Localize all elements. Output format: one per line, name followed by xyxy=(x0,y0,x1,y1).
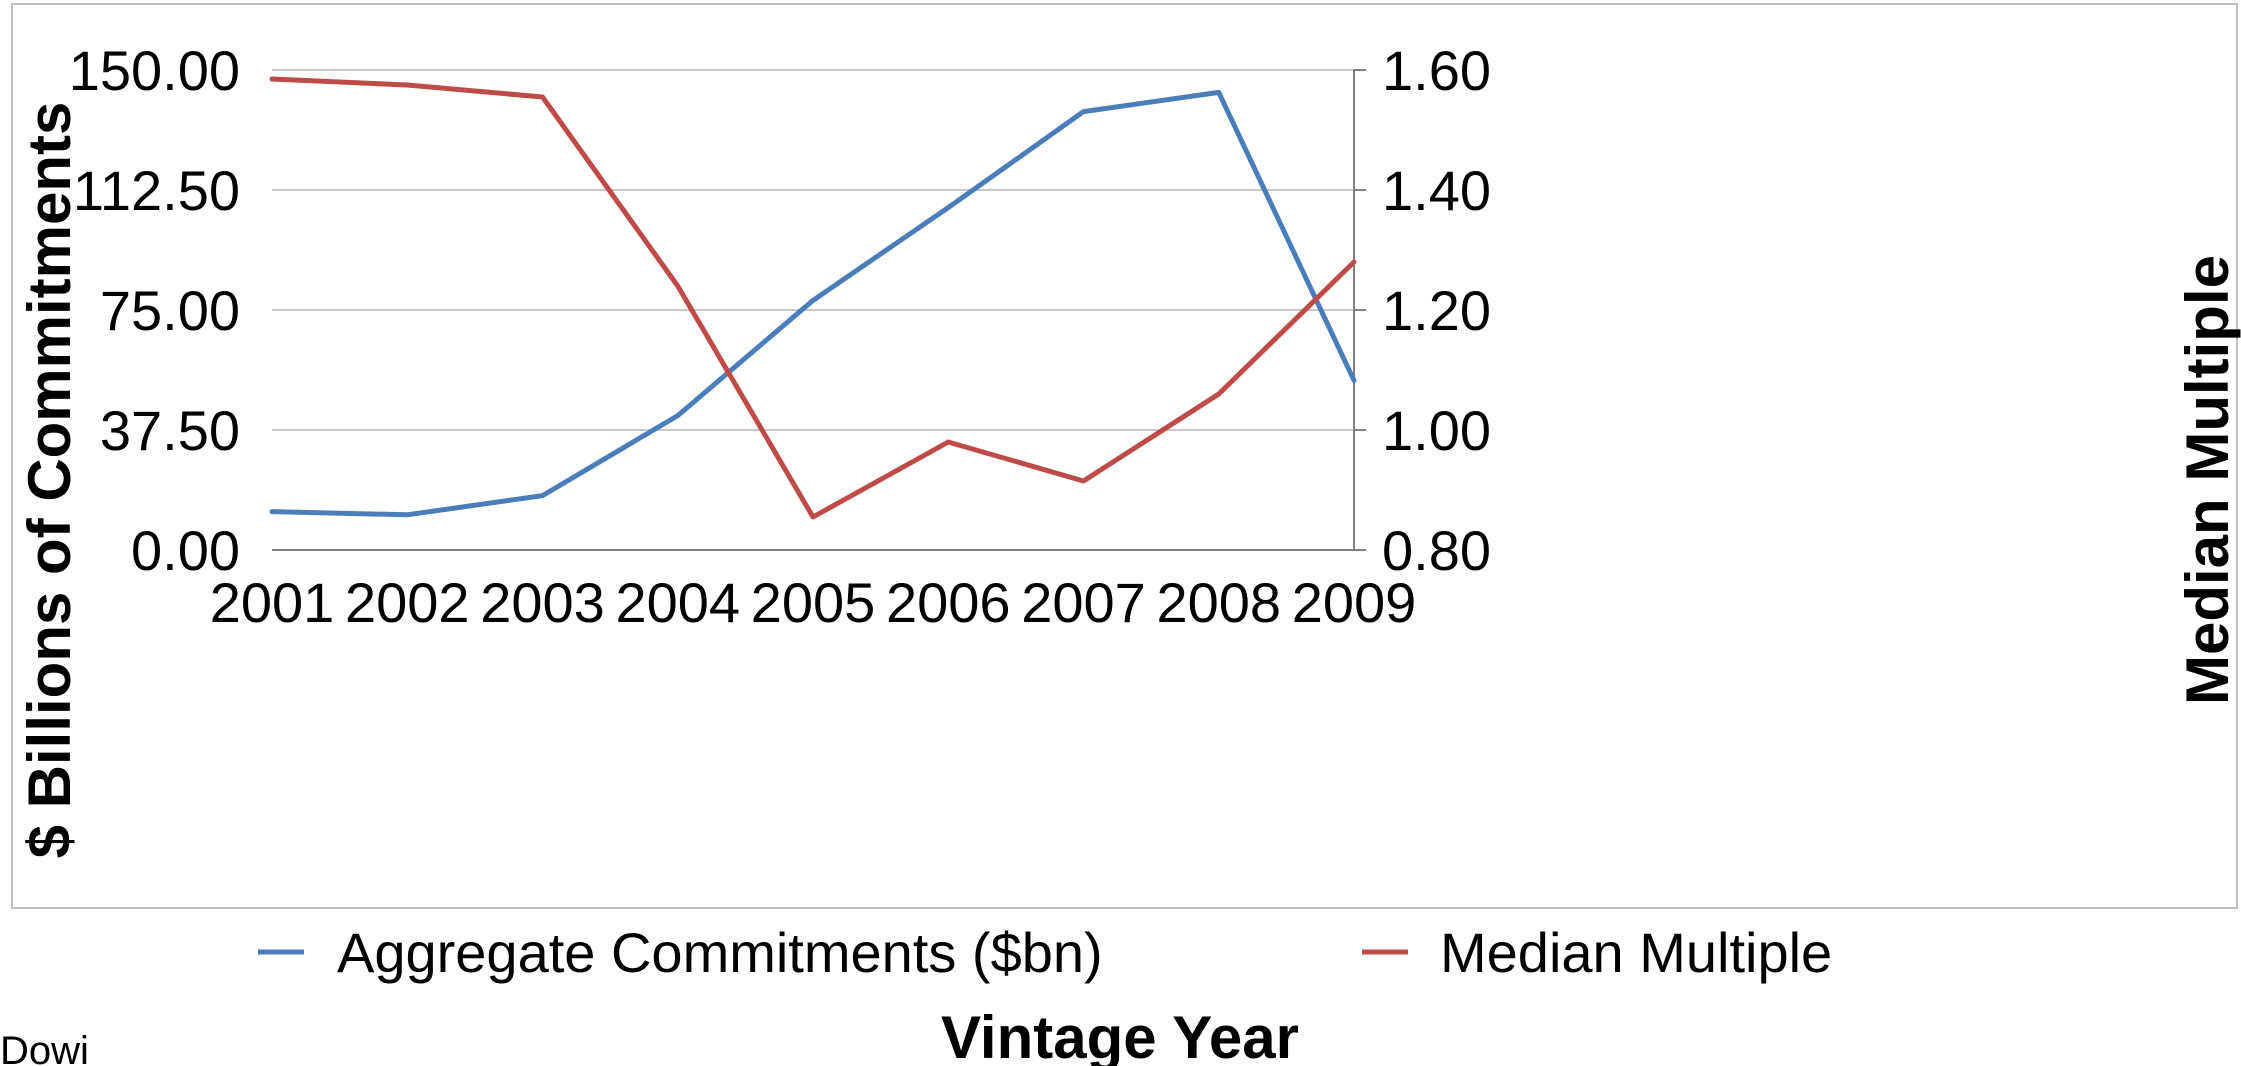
x-axis-title: Vintage Year xyxy=(941,1004,1299,1066)
axes xyxy=(272,69,1366,551)
x-axis-tick-label: 2003 xyxy=(480,571,605,634)
right-axis-ticks: 0.80 1.00 1.20 1.40 1.60 xyxy=(1382,39,1491,582)
x-axis-tick-label: 2004 xyxy=(615,571,740,634)
right-axis-title: Median Multiple xyxy=(2174,255,2241,705)
left-axis-tick-label: 75.00 xyxy=(100,279,240,342)
right-axis-tick-label: 0.80 xyxy=(1382,519,1491,582)
left-axis-title: $ Billions of Commitments xyxy=(16,102,83,859)
right-axis-tick-label: 1.20 xyxy=(1382,279,1491,342)
x-axis-tick-label: 2005 xyxy=(751,571,876,634)
series-line-1 xyxy=(269,76,1357,520)
corner-text: Dowi xyxy=(0,1029,89,1066)
left-axis-tick-label: 0.00 xyxy=(131,519,240,582)
x-axis-tick-label: 2002 xyxy=(345,571,470,634)
left-axis-tick-label: 37.50 xyxy=(100,399,240,462)
x-axis-tick-label: 2007 xyxy=(1021,571,1146,634)
series-line-0 xyxy=(269,89,1357,518)
legend: Aggregate Commitments ($bn) Median Multi… xyxy=(258,921,1832,984)
right-axis-tick-label: 1.60 xyxy=(1382,39,1491,102)
left-axis-tick-label: 150.00 xyxy=(69,39,240,102)
left-axis-tick-label: 112.50 xyxy=(73,159,240,222)
x-axis-ticks: 2001 2002 2003 2004 2005 2006 2007 2008 2009 xyxy=(210,571,1417,634)
gridlines xyxy=(272,69,1354,431)
x-axis-tick-label: 2008 xyxy=(1156,571,1281,634)
chart-frame xyxy=(11,3,2238,909)
x-axis-tick-label: 2001 xyxy=(210,571,335,634)
right-axis-tick-label: 1.40 xyxy=(1382,159,1491,222)
legend-label-median-multiple: Median Multiple xyxy=(1440,921,1832,984)
left-axis-ticks: 0.00 37.50 75.00 112.50 150.00 xyxy=(69,39,240,582)
right-axis-tick-label: 1.00 xyxy=(1382,399,1491,462)
x-axis-tick-label: 2006 xyxy=(886,571,1011,634)
legend-label-aggregate-commitments: Aggregate Commitments ($bn) xyxy=(337,921,1103,984)
series-lines xyxy=(269,76,1357,520)
x-axis-tick-label: 2009 xyxy=(1292,571,1417,634)
